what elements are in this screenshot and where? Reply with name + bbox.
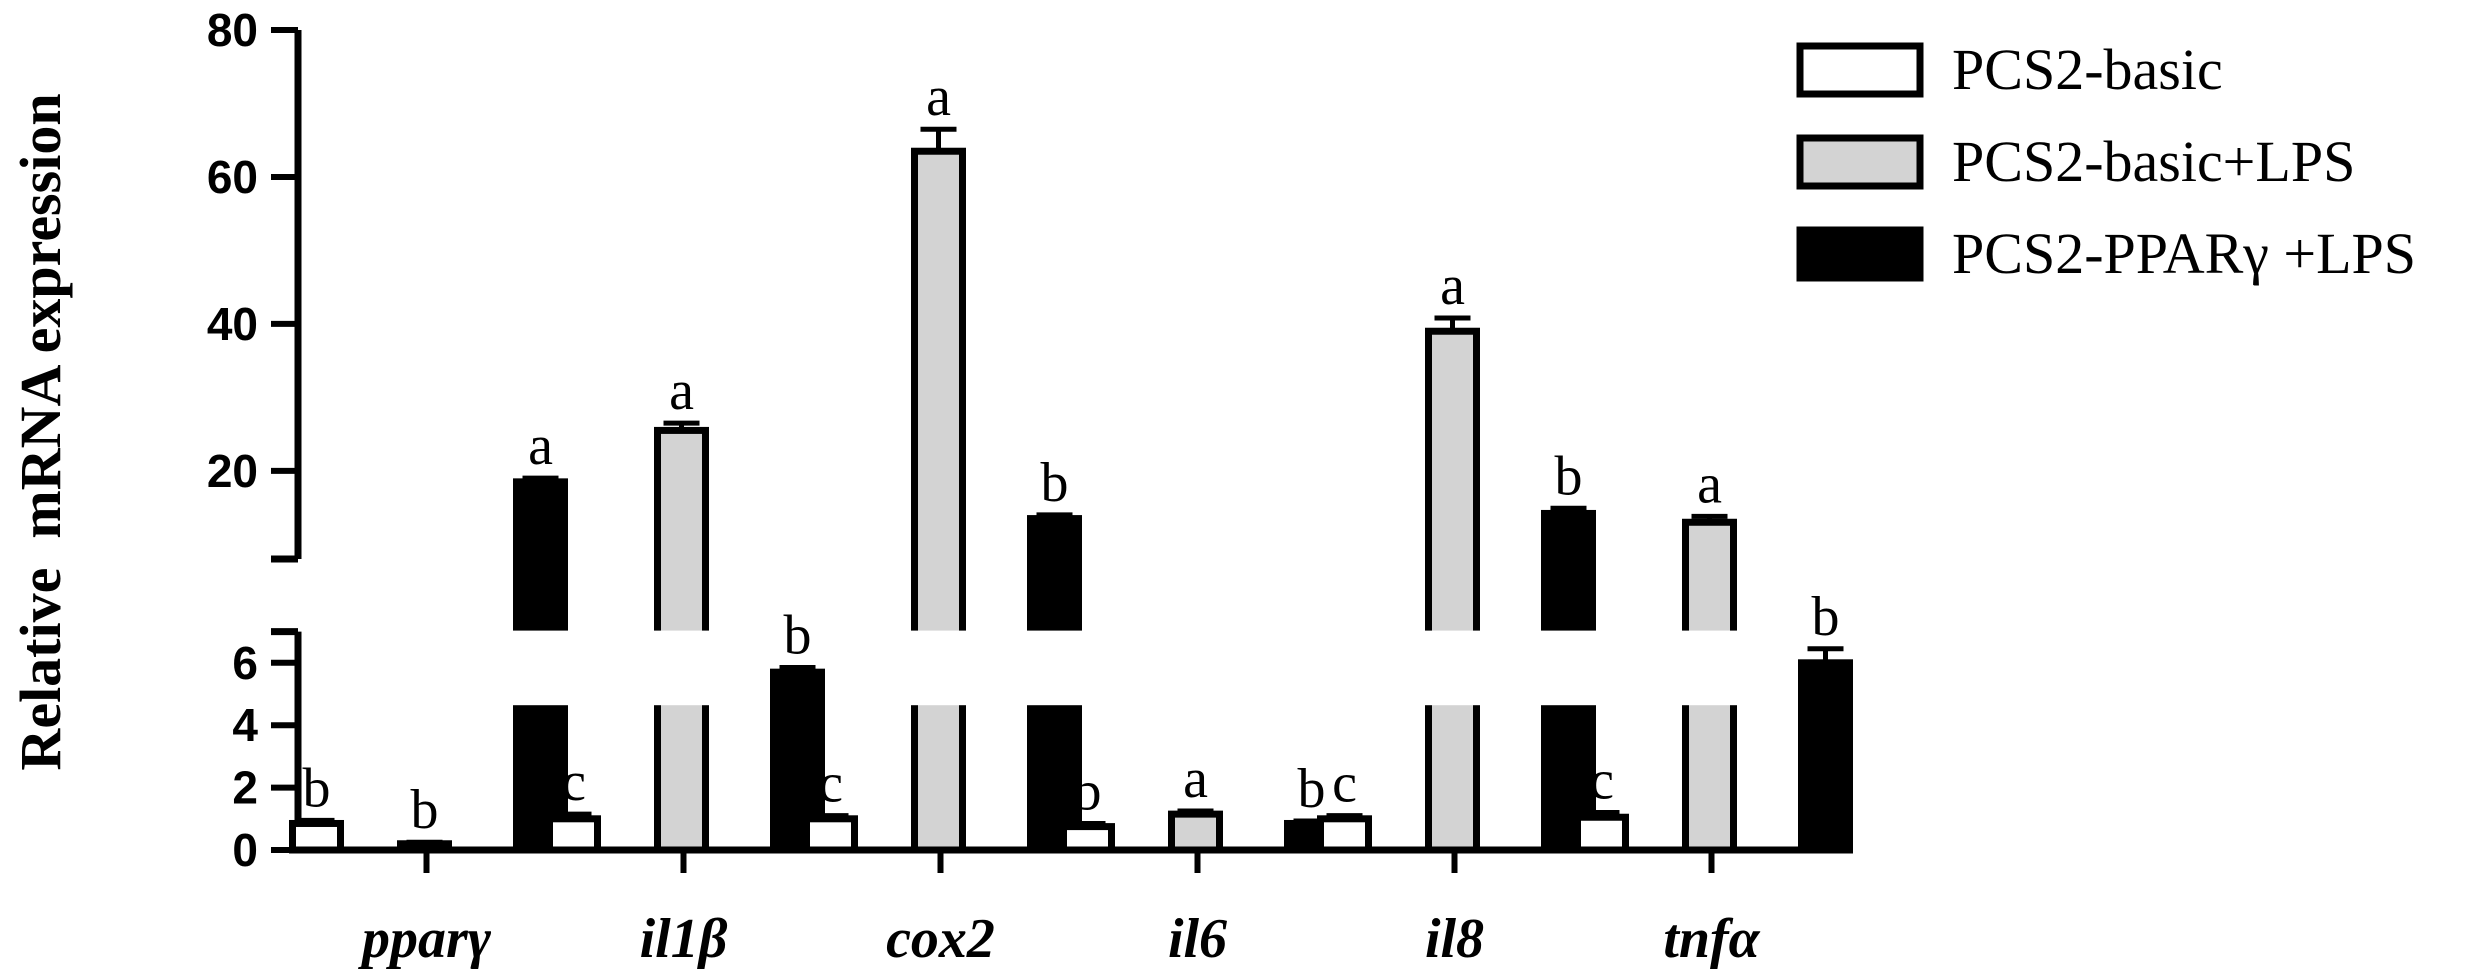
bar-break-gap (1679, 630, 1740, 706)
legend-swatch (1796, 42, 1924, 98)
significance-label: b (1812, 586, 1840, 648)
bar-break-gap (1024, 630, 1085, 706)
significance-label: b (1041, 452, 1069, 514)
bar-break-gap (908, 630, 969, 706)
significance-label: b (303, 757, 331, 819)
y-tick-label: 0 (232, 824, 258, 876)
significance-label: c (561, 751, 586, 813)
legend-label: PCS2-basic+LPS (1952, 129, 2355, 194)
bar-break-gap (510, 630, 571, 706)
y-axis-label-group: Relative mRNA expression (8, 93, 73, 770)
bar (397, 840, 452, 854)
significance-label: b (1074, 760, 1102, 822)
legend-label: PCS2-PPARγ +LPS (1952, 221, 2416, 286)
significance-label: c (818, 753, 843, 815)
significance-label: a (669, 360, 694, 422)
significance-label: a (528, 415, 553, 477)
bar (1317, 815, 1372, 854)
y-tick-label: 4 (232, 699, 258, 751)
bar-break-gap (1422, 630, 1483, 706)
bar (1574, 813, 1629, 854)
significance-label: b (411, 779, 439, 841)
bar-break-gap (1538, 630, 1599, 706)
significance-label: c (1332, 753, 1357, 815)
significance-label: a (1183, 748, 1208, 810)
y-tick-label: 80 (207, 4, 258, 56)
x-category-label: pparγ (358, 908, 492, 970)
significance-label: a (1440, 255, 1465, 317)
significance-label: b (784, 604, 812, 666)
y-tick-label: 6 (232, 637, 258, 689)
significance-label: a (1697, 453, 1722, 515)
bar (1060, 823, 1115, 854)
bar (546, 815, 601, 854)
y-axis-label: Relative mRNA expression (8, 93, 73, 770)
x-axis-categories: pparγ il1β cox2 il6 il8 tnfα (358, 908, 1761, 970)
bar (1425, 327, 1480, 854)
y-tick-label: 20 (207, 445, 258, 497)
x-category-label: tnfα (1663, 908, 1760, 970)
legend-swatch (1796, 226, 1924, 282)
bar (289, 819, 344, 854)
x-category-label: il8 (1425, 908, 1484, 970)
x-category-label: cox2 (886, 908, 995, 970)
significance-label: a (926, 66, 951, 128)
significance-label: b (1555, 445, 1583, 507)
bar-break-gap (651, 630, 712, 706)
x-category-label: il6 (1168, 908, 1227, 970)
y-tick-label: 60 (207, 151, 258, 203)
y-tick-label: 2 (232, 762, 258, 814)
x-category-label: il1β (640, 908, 728, 970)
y-tick-label: 40 (207, 298, 258, 350)
bar (803, 815, 858, 854)
bar (1168, 810, 1223, 854)
bar (911, 147, 966, 854)
legend-label: PCS2-basic (1952, 37, 2223, 102)
bar (1798, 659, 1853, 854)
legend-swatch (1796, 134, 1924, 190)
significance-label: c (1589, 750, 1614, 812)
legend: PCS2-basic PCS2-basic+LPS PCS2-PPARγ +LPS (1796, 37, 2416, 286)
significance-label: b (1298, 758, 1326, 820)
